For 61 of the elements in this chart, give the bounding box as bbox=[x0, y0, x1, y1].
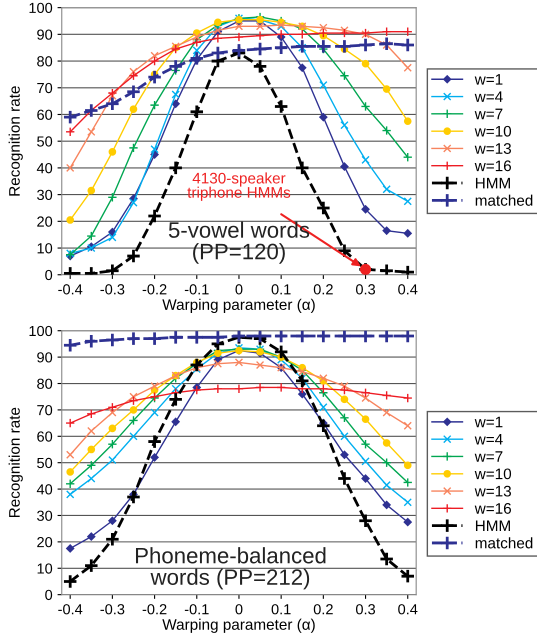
y-tick-label: 70 bbox=[37, 82, 52, 94]
y-axis-title: Recognition rate bbox=[8, 408, 23, 518]
x-tick-label: 0.1 bbox=[272, 284, 291, 294]
y-tick-label: 60 bbox=[37, 110, 52, 120]
y-tick-label: 30 bbox=[37, 190, 52, 200]
legend-label: w=16 bbox=[474, 503, 511, 514]
annotation: Phoneme-balanced words (PP=212) bbox=[136, 547, 326, 590]
legend-label: w=1 bbox=[474, 416, 502, 428]
x-tick-label: 0.2 bbox=[314, 284, 333, 294]
legend-label: w=10 bbox=[474, 126, 512, 137]
x-tick-label: -0.2 bbox=[142, 604, 166, 614]
y-tick-label: 90 bbox=[37, 352, 52, 363]
x-tick-label: -0.4 bbox=[58, 604, 82, 614]
x-tick-label: 0.4 bbox=[398, 604, 418, 614]
y-axis-title: Recognition rate bbox=[8, 86, 23, 196]
y-tick-label: 10 bbox=[38, 243, 52, 254]
x-tick-label: 0.3 bbox=[356, 604, 376, 614]
y-tick-label: 20 bbox=[37, 536, 52, 548]
x-tick-label: 0.2 bbox=[314, 604, 333, 614]
legend-label: matched bbox=[476, 537, 532, 548]
y-tick-label: 90 bbox=[37, 29, 52, 40]
y-tick-label: 0 bbox=[45, 590, 52, 600]
x-axis-title: Warping parameter (α) bbox=[162, 618, 315, 633]
y-tick-label: 60 bbox=[37, 431, 52, 442]
x-tick-label: 0.4 bbox=[398, 284, 418, 294]
y-tick-label: 10 bbox=[38, 563, 52, 574]
y-tick-label: 50 bbox=[37, 136, 52, 147]
legend-label: w=7 bbox=[474, 108, 502, 120]
y-tick-label: 40 bbox=[36, 163, 52, 174]
y-tick-label: 30 bbox=[37, 510, 52, 521]
x-tick-label: -0.3 bbox=[100, 604, 124, 614]
legend-label: HMM bbox=[476, 520, 510, 531]
legend-label: w=7 bbox=[474, 451, 502, 462]
y-tick-label: 80 bbox=[37, 378, 52, 389]
x-tick-label: 0 bbox=[235, 284, 242, 294]
x-axis-title: Warping parameter (α) bbox=[162, 298, 315, 314]
x-tick-label: 0 bbox=[235, 604, 242, 614]
y-tick-label: 20 bbox=[37, 216, 52, 227]
y-tick-label: 70 bbox=[37, 405, 52, 416]
legend-label: w=4 bbox=[474, 434, 503, 445]
legend-label: w=16 bbox=[474, 160, 511, 172]
legend-label: matched bbox=[476, 194, 532, 206]
legend-label: w=10 bbox=[474, 468, 512, 480]
x-tick-label: -0.3 bbox=[100, 284, 124, 294]
x-tick-label: 0.3 bbox=[356, 284, 376, 294]
y-tick-label: 50 bbox=[37, 458, 52, 468]
y-tick-label: 0 bbox=[45, 270, 52, 280]
legend-label: w=13 bbox=[474, 143, 511, 154]
y-tick-label: 100 bbox=[30, 2, 52, 14]
legend-label: w=4 bbox=[474, 91, 503, 102]
x-tick-label: -0.1 bbox=[184, 284, 209, 294]
x-tick-label: -0.4 bbox=[58, 284, 82, 294]
x-tick-label: -0.2 bbox=[142, 284, 166, 294]
legend-label: w=13 bbox=[474, 486, 511, 497]
x-tick-label: 0.1 bbox=[272, 604, 291, 614]
legend-label: w=1 bbox=[474, 74, 502, 85]
y-tick-label: 80 bbox=[37, 56, 52, 66]
x-tick-label: -0.1 bbox=[184, 604, 209, 614]
y-tick-label: 40 bbox=[36, 484, 52, 495]
legend-label: HMM bbox=[476, 178, 510, 188]
y-tick-label: 100 bbox=[30, 326, 52, 336]
